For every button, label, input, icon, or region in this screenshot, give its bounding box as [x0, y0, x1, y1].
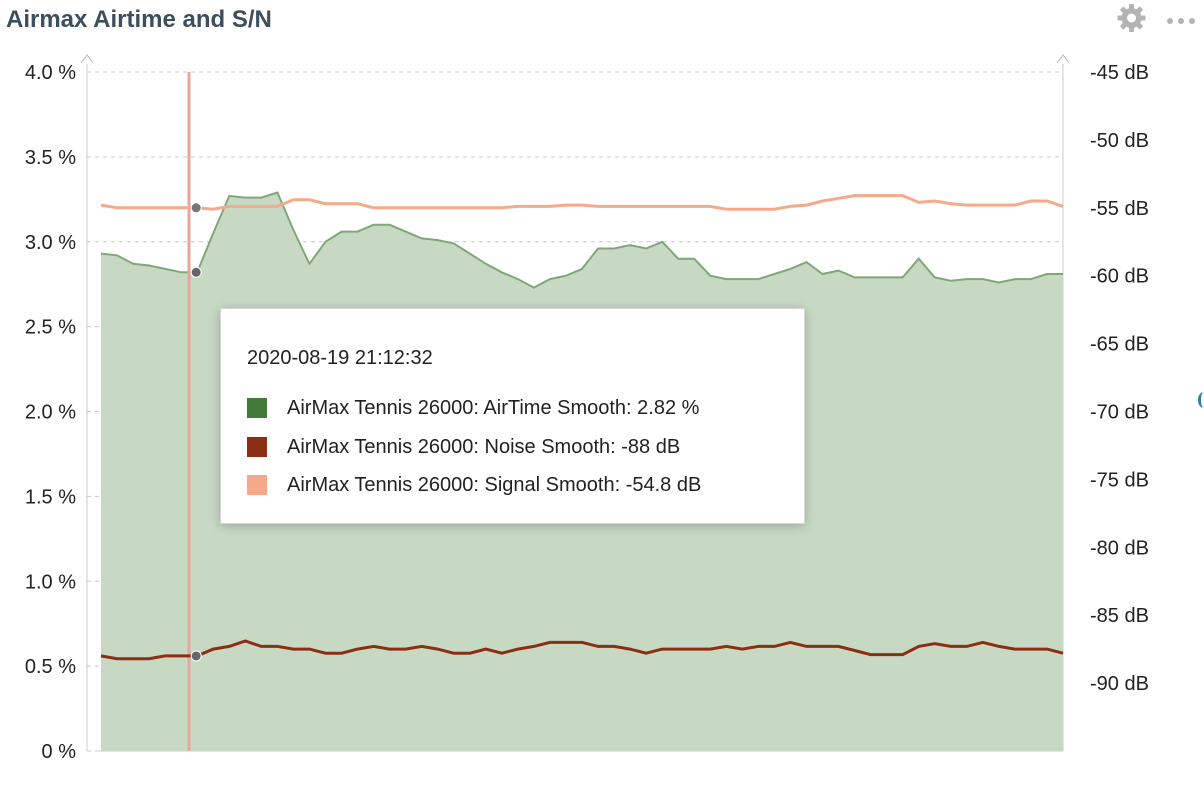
right-axis-tick-label: -80 dB [1090, 537, 1149, 559]
left-axis-tick-label: 2.5 % [25, 317, 76, 339]
left-axis-tick-label: 1.0 % [25, 571, 76, 593]
tooltip-row-signal: AirMax Tennis 26000: Signal Smooth: -54.… [247, 472, 701, 498]
right-axis-tick-label: -60 dB [1090, 266, 1149, 288]
tooltip-label-signal: AirMax Tennis 26000: Signal Smooth: -54.… [287, 473, 702, 496]
more-dots-icon[interactable] [1164, 4, 1200, 30]
chart-tooltip: 2020-08-19 21:12:32 AirMax Tennis 26000:… [220, 308, 805, 524]
legend-swatch-airtime [247, 398, 267, 418]
right-axis-tick-label: -55 dB [1090, 198, 1149, 220]
tooltip-label-airtime: AirMax Tennis 26000: AirTime Smooth: 2.8… [287, 396, 700, 419]
right-axis-tick-label: -65 dB [1090, 334, 1149, 356]
signal-line [100, 194, 1064, 211]
left-axis-arrow-icon [80, 54, 94, 64]
tooltip-time: 2020-08-19 21:12:32 [247, 347, 433, 369]
left-axis-tick-label: 0.5 % [25, 656, 76, 678]
tooltip-label-noise: AirMax Tennis 26000: Noise Smooth: -88 d… [287, 435, 681, 458]
legend-swatch-signal [247, 475, 267, 495]
edge-indicator [1198, 392, 1204, 408]
legend-swatch-noise [247, 437, 267, 457]
left-axis-tick-label: 2.0 % [25, 402, 76, 424]
gear-icon-glyph [1117, 4, 1146, 32]
airtime-hover-marker [190, 266, 202, 278]
right-axis-arrow-icon [1056, 54, 1070, 64]
chart-title: Airmax Airtime and S/N [6, 6, 272, 33]
gear-icon[interactable] [1116, 3, 1146, 33]
more-dots-icon-glyph [1167, 18, 1195, 24]
left-axis-tick-label: 0 % [42, 741, 77, 763]
right-axis-tick-label: -70 dB [1090, 402, 1149, 424]
right-axis-tick-label: -50 dB [1090, 130, 1149, 152]
left-axis-tick-label: 3.5 % [25, 147, 76, 169]
signal-hover-marker [190, 202, 202, 214]
left-axis-tick-label: 1.5 % [25, 486, 76, 508]
airtime-line [100, 191, 1063, 289]
right-axis-tick-label: -90 dB [1090, 673, 1149, 695]
left-axis-tick-label: 4.0 % [25, 62, 76, 84]
right-axis-tick-label: -75 dB [1090, 469, 1149, 491]
tooltip-row-airtime: AirMax Tennis 26000: AirTime Smooth: 2.8… [247, 395, 699, 421]
tooltip-row-noise: AirMax Tennis 26000: Noise Smooth: -88 d… [247, 434, 680, 460]
right-axis-tick-label: -85 dB [1090, 605, 1149, 627]
noise-hover-marker [190, 650, 202, 662]
noise-line [100, 639, 1064, 661]
left-axis-tick-label: 3.0 % [25, 232, 76, 254]
right-axis-tick-label: -45 dB [1090, 62, 1149, 84]
